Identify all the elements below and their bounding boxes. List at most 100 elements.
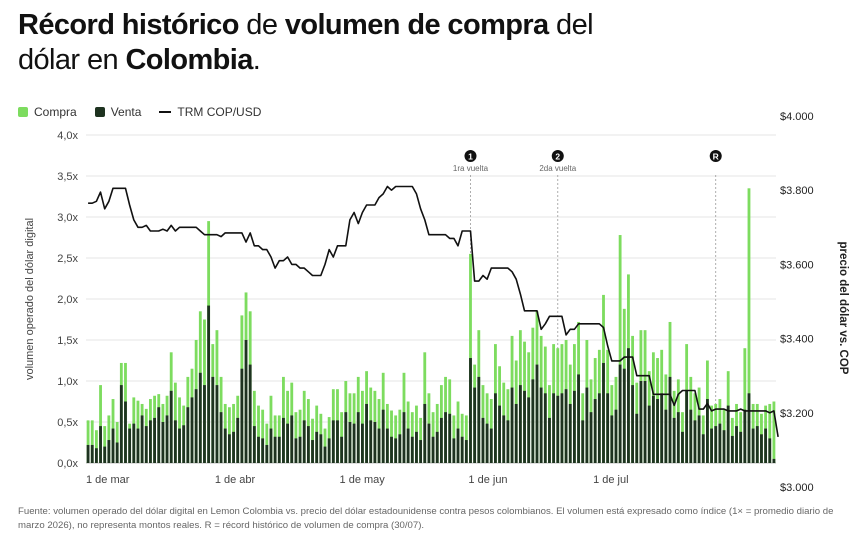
venta-bar — [219, 412, 223, 463]
venta-bar — [227, 434, 231, 463]
venta-bar — [585, 387, 589, 463]
y-axis-title: volumen operado del dólar digital — [24, 218, 36, 380]
trm-line — [88, 185, 779, 438]
venta-bar — [464, 440, 468, 463]
venta-bar — [365, 403, 368, 463]
compra-bar — [768, 403, 772, 463]
venta-bar — [543, 393, 547, 463]
venta-bar — [593, 399, 597, 463]
venta-bar — [435, 431, 439, 463]
venta-bar — [302, 420, 306, 463]
venta-bar — [194, 389, 198, 463]
venta-bar — [115, 442, 119, 463]
y-tick-label: 4,0x — [57, 130, 78, 142]
venta-bar — [377, 428, 381, 463]
legend-label-trm: TRM COP/USD — [177, 105, 262, 119]
venta-bar — [685, 390, 689, 463]
y-tick-label: 0,5x — [57, 417, 78, 429]
venta-bar — [681, 431, 684, 463]
x-tick-label: 1 de jun — [468, 474, 507, 486]
venta-bar — [718, 423, 722, 463]
venta-bar — [494, 393, 497, 463]
venta-bar — [560, 393, 564, 463]
compra-bar — [86, 420, 90, 463]
venta-bar — [710, 428, 713, 463]
venta-bar — [153, 417, 156, 463]
venta-bar — [485, 423, 489, 463]
venta-bar — [315, 431, 319, 463]
annotation-marker — [464, 150, 477, 162]
legend-item-venta: Venta — [94, 105, 141, 119]
legend-swatch-trm — [159, 111, 172, 113]
y-tick-label: 0,0x — [57, 458, 78, 470]
venta-bar — [735, 426, 738, 463]
venta-bar — [244, 340, 248, 463]
venta-bar — [606, 393, 610, 463]
venta-bar — [236, 417, 240, 463]
venta-bar — [340, 436, 344, 463]
venta-bar — [223, 428, 227, 463]
venta-bar — [286, 423, 290, 463]
y2-tick-label: $3.600 — [780, 259, 814, 271]
venta-bar — [701, 434, 705, 463]
compra-bar — [261, 409, 265, 463]
title-part-2: de — [238, 9, 285, 41]
y2-tick-label: $3.200 — [780, 408, 814, 420]
venta-bar — [739, 431, 743, 463]
venta-bar — [290, 415, 294, 463]
compra-bar — [94, 430, 98, 463]
venta-bar — [664, 409, 668, 463]
venta-bar — [331, 420, 335, 463]
title-part-1: Récord histórico — [18, 9, 239, 41]
x-tick-label: 1 de abr — [215, 474, 256, 486]
venta-bar — [327, 438, 331, 463]
venta-bar — [352, 423, 356, 463]
venta-bar — [423, 403, 427, 463]
venta-bar — [94, 448, 98, 463]
venta-bar — [107, 440, 111, 463]
venta-bar — [755, 426, 759, 463]
venta-bar — [178, 428, 181, 463]
venta-bar — [190, 397, 194, 463]
venta-bar — [572, 390, 576, 463]
y2-axis-title: precio del dólar vs. COP — [837, 242, 849, 375]
venta-bar — [764, 428, 768, 463]
venta-bar — [128, 428, 132, 463]
venta-bar — [706, 399, 709, 463]
venta-bar — [651, 395, 655, 463]
compra-bar — [107, 415, 111, 463]
venta-bar — [498, 405, 501, 463]
venta-bar — [489, 428, 493, 463]
venta-bar — [510, 387, 514, 463]
y-tick-label: 1,5x — [57, 335, 78, 347]
venta-bar — [506, 420, 510, 463]
venta-bar — [207, 305, 211, 463]
venta-bar — [356, 412, 360, 463]
venta-bar — [390, 436, 393, 463]
venta-bar — [99, 426, 102, 463]
chart-title: Récord histórico de volumen de compra de… — [18, 8, 718, 78]
annotation-label: 1ra vuelta — [453, 164, 489, 173]
venta-bar — [469, 358, 472, 463]
venta-bar — [477, 376, 481, 463]
compra-bar — [464, 415, 468, 463]
venta-bar — [597, 393, 601, 463]
venta-bar — [444, 412, 447, 463]
x-tick-label: 1 de may — [340, 474, 386, 486]
venta-bar — [747, 393, 751, 463]
venta-bar — [614, 409, 618, 463]
venta-bar — [676, 412, 680, 463]
venta-bar — [157, 407, 161, 463]
venta-bar — [86, 444, 90, 463]
venta-bar — [439, 417, 443, 463]
venta-bar — [415, 431, 418, 463]
venta-bar — [647, 405, 651, 463]
compra-bar — [323, 428, 327, 463]
venta-bar — [294, 438, 298, 463]
annotation-marker — [709, 150, 722, 162]
venta-bar — [373, 422, 377, 463]
venta-bar — [743, 409, 747, 463]
venta-bar — [643, 381, 647, 463]
venta-bar — [257, 436, 260, 463]
